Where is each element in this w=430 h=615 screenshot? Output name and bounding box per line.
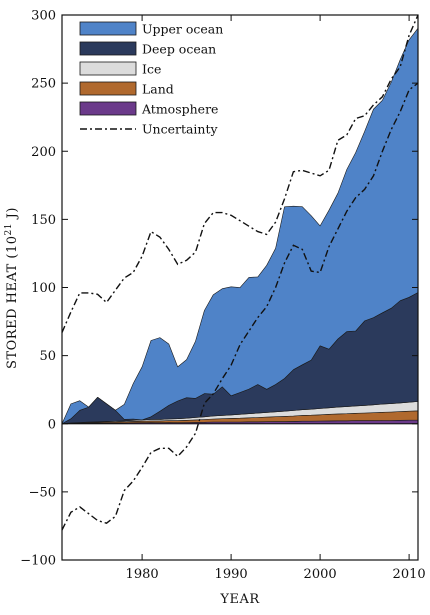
y-title-unit: J) [5,207,20,223]
y-tick-label: 150 [31,213,56,228]
y-tick-label: 0 [48,417,56,432]
legend: Upper ocean Deep ocean Ice Land Atmosphere Un… [79,21,223,137]
legend-swatch-deep-ocean [79,41,137,56]
legend-swatch-atmosphere [79,101,137,116]
x-tick-label: 1980 [126,567,159,582]
x-axis-title: YEAR [219,592,260,607]
x-tick-label: 2000 [304,567,337,582]
legend-swatch-land [79,81,137,96]
y-title-text: STORED HEAT (10 [5,235,20,369]
y-tick-label: 200 [31,145,56,160]
y-tick-label: −50 [29,485,56,500]
uncertainty-lower-line [61,82,419,531]
y-tick-label: 50 [39,349,56,364]
legend-label-uncertainty: Uncertainty [142,122,219,137]
y-axis-title: STORED HEAT (1021 J) [4,207,20,369]
y-title-exponent: 21 [4,223,14,235]
legend-swatch-upper-ocean [79,21,137,36]
legend-label-deep-ocean: Deep ocean [142,42,216,57]
legend-label-ice: Ice [142,62,161,77]
axes: −100 −50 0 50 100 150 200 250 300 1980 1990 2000 201… [20,9,425,583]
legend-label-atmosphere: Atmosphere [141,102,218,117]
y-tick-label: −100 [20,554,56,569]
y-tick-label: 250 [31,77,56,92]
legend-label-upper-ocean: Upper ocean [142,22,223,37]
y-tick-label: 100 [31,281,56,296]
uncertainty-lines [61,14,419,531]
x-tick-label: 2010 [393,567,426,582]
y-tick-label: 300 [31,9,56,24]
legend-label-land: Land [142,82,174,97]
legend-swatch-ice [79,61,137,76]
uncertainty-upper-line [61,14,419,333]
x-tick-label: 1990 [215,567,248,582]
